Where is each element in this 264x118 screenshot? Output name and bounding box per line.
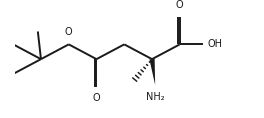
- Text: O: O: [93, 93, 100, 103]
- Text: NH₂: NH₂: [146, 92, 164, 102]
- Text: O: O: [65, 27, 73, 36]
- Polygon shape: [149, 59, 155, 85]
- Text: O: O: [176, 0, 183, 10]
- Text: OH: OH: [208, 39, 223, 49]
